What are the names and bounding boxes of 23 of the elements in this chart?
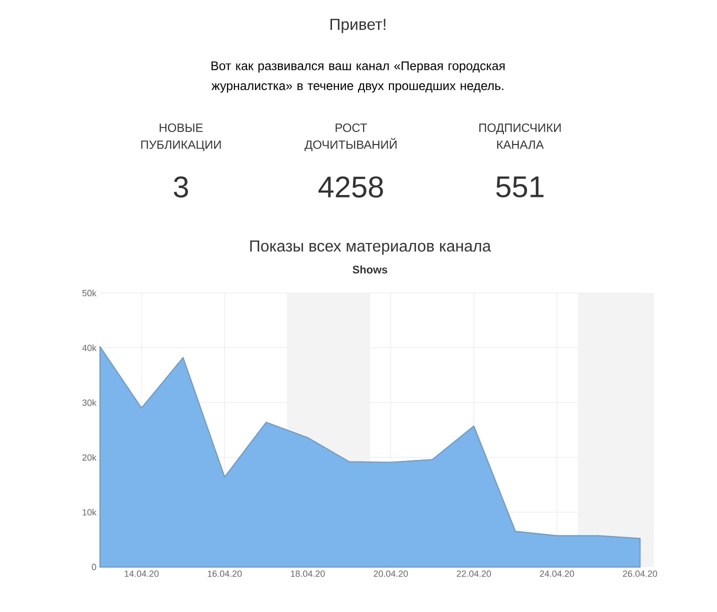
- category-label: РОСТ ДОЧИТЫВАНИЙ: [304, 124, 397, 152]
- y-tick-label: 0: [92, 564, 96, 570]
- y-tick-label: 20k: [82, 454, 96, 461]
- data-label: 4258: [318, 176, 383, 198]
- y-tick-label: 30k: [82, 399, 96, 406]
- text: Привет!: [330, 18, 386, 34]
- x-tick-label: 26.04.20: [623, 570, 658, 577]
- category-label: ПОДПИСЧИКИ КАНАЛА: [479, 124, 561, 149]
- data-label: 551: [496, 176, 544, 198]
- x-tick-label: 14.04.20: [124, 570, 159, 577]
- x-tick-label: 20.04.20: [374, 570, 408, 577]
- data-label: 3: [174, 176, 188, 198]
- y-tick-label: 10k: [82, 508, 96, 516]
- chart-subtitle: Shows: [352, 265, 388, 274]
- y-tick-label: 40k: [82, 344, 96, 352]
- chart-title: Показы всех материалов канала: [250, 240, 492, 255]
- x-tick-label: 22.04.20: [456, 570, 491, 577]
- x-tick-label: 24.04.20: [540, 570, 574, 577]
- category-label: НОВЫЕ ПУБЛИКАЦИИ: [141, 124, 221, 152]
- x-tick-label: 18.04.20: [290, 570, 325, 577]
- y-tick-label: 50k: [82, 290, 96, 296]
- x-tick-label: 16.04.20: [208, 570, 242, 577]
- text: Вот как развивался ваш канал «Первая городская журналистка» в течение двух прошедших недель.: [212, 62, 505, 93]
